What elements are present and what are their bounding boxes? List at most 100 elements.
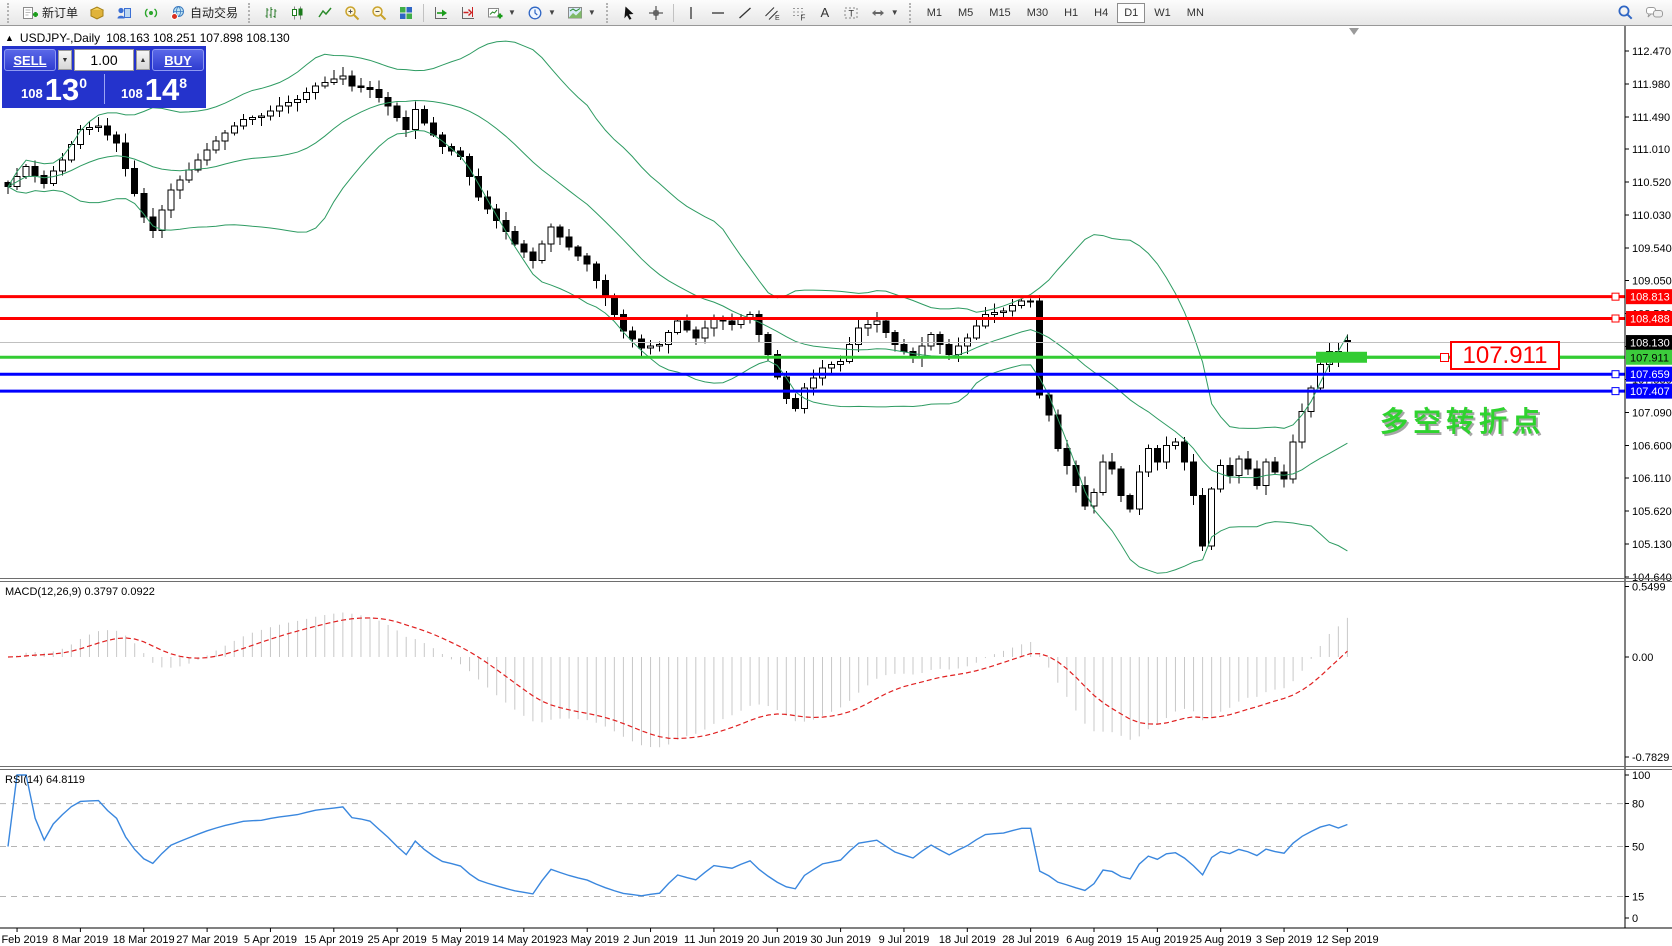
tile-windows-icon: [398, 5, 414, 21]
zoom-out-button[interactable]: [366, 2, 392, 24]
line-chart-button[interactable]: [312, 2, 338, 24]
price-badge: [1626, 289, 1672, 305]
buy-button[interactable]: BUY: [152, 49, 204, 71]
timeframe-mn-button[interactable]: MN: [1180, 3, 1211, 23]
new-order-label: 新订单: [42, 6, 79, 20]
channel-tool-button[interactable]: E: [759, 2, 785, 24]
data-window-button[interactable]: [111, 2, 137, 24]
axes: 112.470 111.980 111.490 111.010 110.520 110.0…: [0, 26, 1672, 929]
chart-shift-button[interactable]: [455, 2, 481, 24]
timeframe-m1-button[interactable]: M1: [920, 3, 949, 23]
highlight-segment: [1316, 351, 1367, 363]
toolbar-grip[interactable]: [7, 2, 12, 23]
window-splitter[interactable]: [0, 578, 1672, 579]
sell-price-pips: 13: [44, 71, 80, 107]
chart-window[interactable]: 112.470 111.980 111.490 111.010 110.520 110.0…: [0, 26, 1672, 946]
search-button[interactable]: [1612, 2, 1639, 24]
chart-shift-icon: [460, 5, 476, 21]
timeframe-m5-button[interactable]: M5: [951, 3, 980, 23]
date-tick-label: 15 Aug 2019: [1126, 934, 1188, 946]
pivot-note[interactable]: 多空转折点: [1380, 406, 1546, 437]
templates-button[interactable]: ▼: [562, 2, 601, 24]
date-tick-label: 8 Mar 2019: [53, 934, 109, 946]
svg-text:0.5499: 0.5499: [1632, 582, 1666, 594]
svg-text:0.00: 0.00: [1632, 652, 1653, 664]
timeframe-w1-button[interactable]: W1: [1147, 3, 1178, 23]
date-tick-label: 14 May 2019: [492, 934, 556, 946]
horizontal-line-tool-button[interactable]: [705, 2, 731, 24]
crosshair-tool-button[interactable]: [643, 2, 669, 24]
shapes-tool-button[interactable]: ▼: [865, 2, 904, 24]
timeframe-h4-button[interactable]: H4: [1087, 3, 1115, 23]
timeframe-m15-button[interactable]: M15: [982, 3, 1017, 23]
new-order-button[interactable]: 新订单: [17, 2, 83, 24]
svg-text:80: 80: [1632, 799, 1644, 811]
svg-text:108.488: 108.488: [1630, 314, 1670, 326]
svg-text:F: F: [800, 13, 805, 21]
collapse-icon[interactable]: ▲: [5, 33, 14, 43]
svg-text:108.130: 108.130: [1630, 338, 1670, 350]
cursor-tool-button[interactable]: [616, 2, 642, 24]
toolbar-grip[interactable]: [605, 2, 611, 23]
quotes-button[interactable]: [84, 2, 110, 24]
volume-up-button[interactable]: ▲: [136, 50, 150, 70]
trendline-tool-button[interactable]: [732, 2, 758, 24]
text-tool-button[interactable]: A: [813, 2, 837, 24]
signals-icon: [143, 5, 159, 21]
trendline-icon: [737, 5, 753, 21]
sell-price[interactable]: 108 13 0: [4, 74, 104, 105]
signals-button[interactable]: [138, 2, 164, 24]
svg-text:109.050: 109.050: [1632, 276, 1672, 288]
price-callout[interactable]: 107.911: [1450, 341, 1560, 370]
timeframe-d1-button[interactable]: D1: [1117, 2, 1146, 23]
vertical-line-tool-button[interactable]: [678, 2, 704, 24]
date-tick-label: 30 Jun 2019: [810, 934, 871, 946]
toolbar-separator: [672, 3, 674, 22]
chat-button[interactable]: [1640, 2, 1669, 24]
sell-button[interactable]: SELL: [4, 49, 56, 71]
date-tick-label: 3 Sep 2019: [1256, 934, 1312, 946]
autotrading-label: 自动交易: [190, 6, 239, 20]
periods-button[interactable]: ▼: [522, 2, 561, 24]
auto-scroll-button[interactable]: [428, 2, 454, 24]
svg-text:0: 0: [1632, 913, 1638, 925]
price-badge: [1626, 349, 1672, 365]
shapes-icon: [870, 5, 886, 21]
text-tool-icon: A: [820, 5, 830, 20]
periods-clock-icon: [527, 5, 543, 21]
ohlc-quote-label: 108.163 108.251 107.898 108.130: [106, 31, 290, 45]
line-handle: [1611, 387, 1620, 396]
window-splitter[interactable]: [0, 766, 1672, 767]
fibonacci-tool-button[interactable]: F: [786, 2, 812, 24]
chart-canvas[interactable]: 112.470 111.980 111.490 111.010 110.520 110.0…: [0, 26, 1672, 946]
line-chart-icon: [317, 5, 333, 21]
svg-text:107.911: 107.911: [1630, 352, 1669, 364]
timeframe-m30-button[interactable]: M30: [1020, 3, 1055, 23]
toolbar-grip[interactable]: [908, 2, 914, 23]
tile-windows-button[interactable]: [393, 2, 419, 24]
date-tick-label: 18 Mar 2019: [113, 934, 175, 946]
svg-text:50: 50: [1632, 842, 1644, 854]
timeframe-h1-button[interactable]: H1: [1057, 3, 1085, 23]
svg-text:106.600: 106.600: [1632, 440, 1672, 452]
callout-anchor-handle[interactable]: [1440, 353, 1449, 362]
autotrading-button[interactable]: 自动交易: [165, 2, 243, 24]
buy-price[interactable]: 108 14 8: [104, 74, 204, 105]
svg-text:110.520: 110.520: [1632, 177, 1671, 189]
date-tick-label: 28 Jul 2019: [1002, 934, 1059, 946]
toolbar-grip[interactable]: [248, 2, 253, 23]
candlestick-chart-button[interactable]: [285, 2, 311, 24]
date-tick-label: 25 Apr 2019: [367, 934, 426, 946]
buy-price-point: 8: [179, 74, 187, 91]
zoom-in-button[interactable]: [339, 2, 365, 24]
line-handle: [1611, 292, 1620, 301]
vertical-line-icon: [683, 5, 699, 21]
new-chart-button[interactable]: ▼: [482, 2, 521, 24]
timeframe-toolbar: M1 M5 M15 M30 H1 H4 D1 W1 MN: [919, 2, 1212, 23]
label-tool-button[interactable]: T: [838, 2, 864, 24]
bar-chart-button[interactable]: [258, 2, 284, 24]
svg-text:105.620: 105.620: [1632, 506, 1672, 518]
volume-input[interactable]: 1.00: [74, 49, 134, 71]
volume-down-button[interactable]: ▼: [58, 50, 72, 70]
